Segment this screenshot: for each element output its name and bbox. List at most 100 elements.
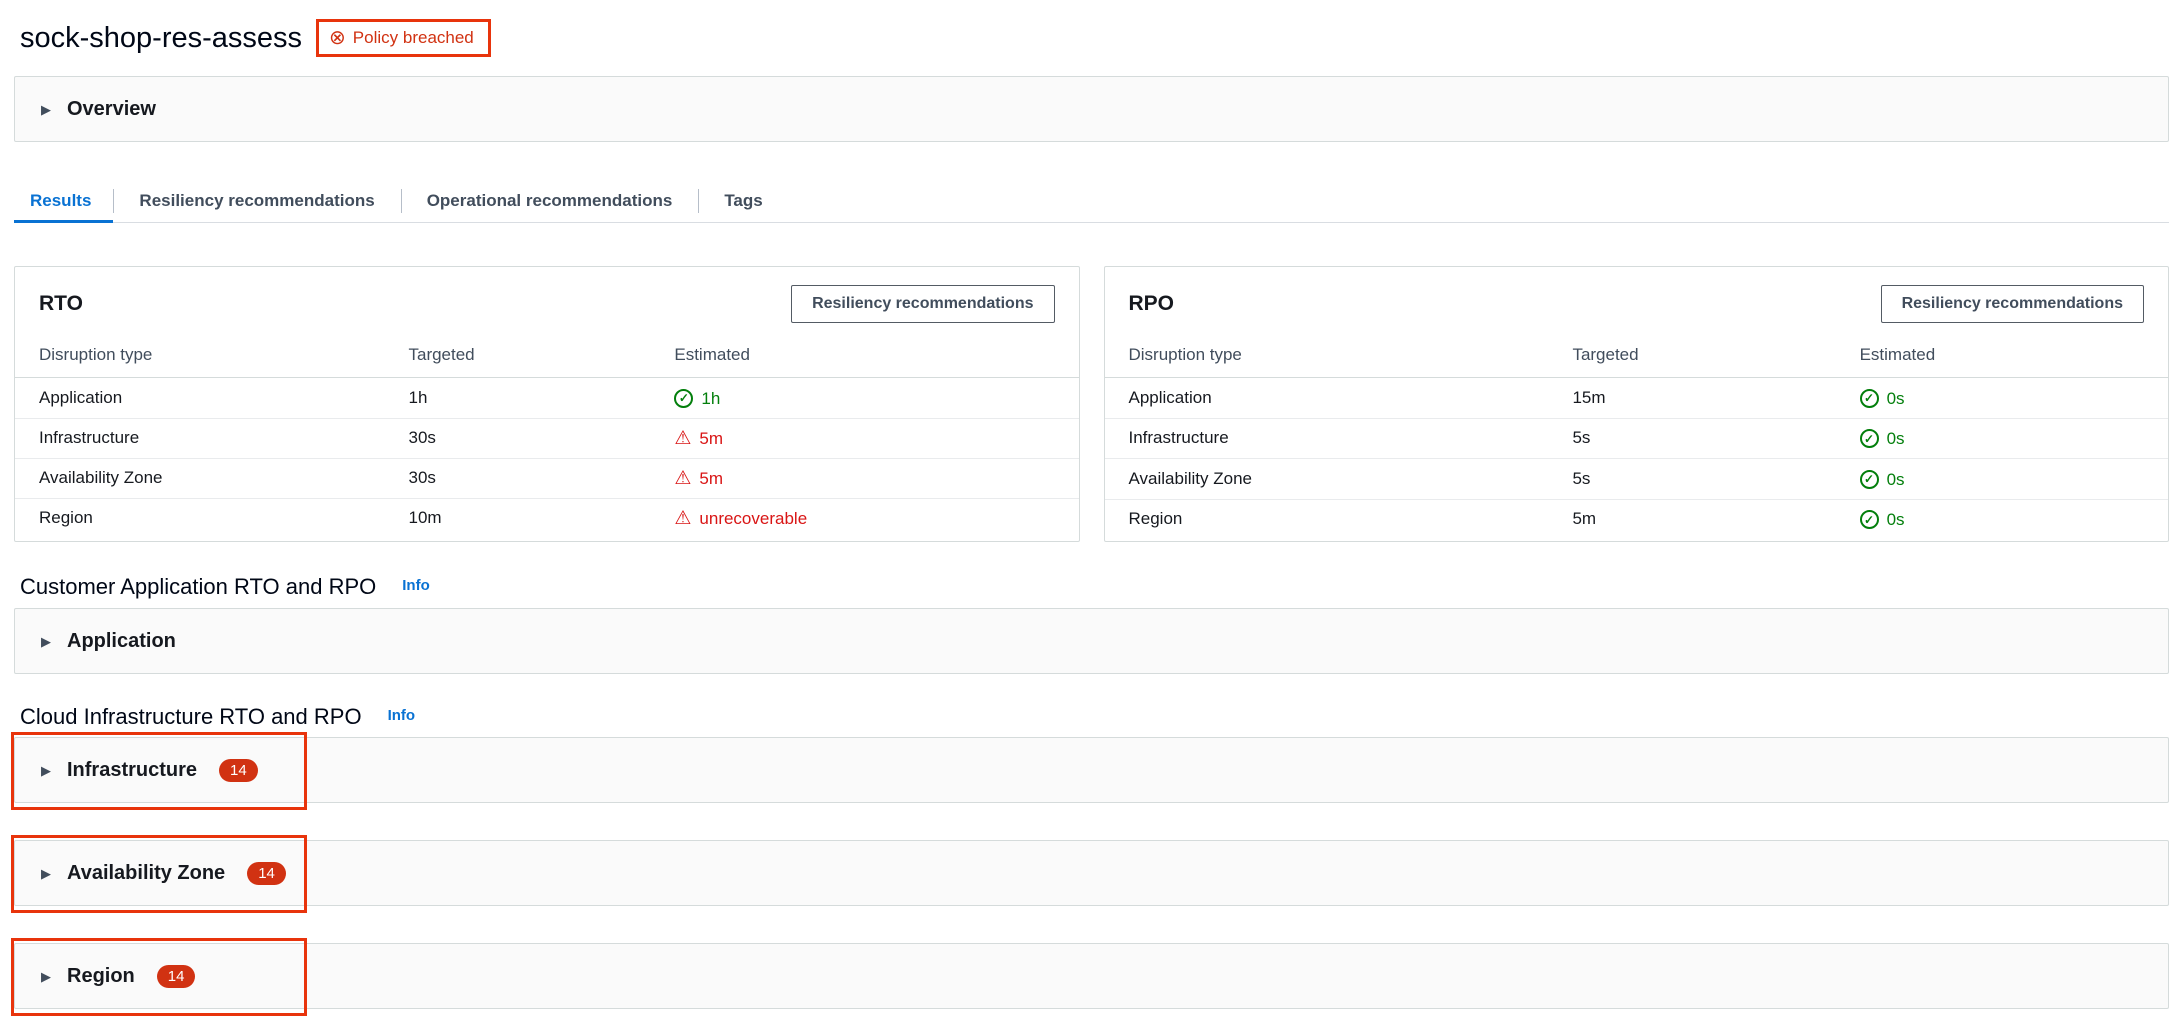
estimated-value: 5m xyxy=(699,468,724,488)
disruption-type-cell: Region xyxy=(1128,509,1183,529)
tabs-list: Results Resiliency recommendations Opera… xyxy=(14,182,2169,223)
rpo-card-header: RPO Resiliency recommendations xyxy=(1105,267,2169,335)
application-expandable-section[interactable]: ▶ Application xyxy=(14,608,2169,674)
warning-triangle-icon xyxy=(674,429,691,448)
success-check-icon xyxy=(1859,510,1879,529)
cloud-infrastructure-heading: Cloud Infrastructure RTO and RPO Info xyxy=(14,704,2169,730)
estimated-status: 0s xyxy=(1859,469,1905,490)
error-circle-icon: ⊗ xyxy=(329,27,346,49)
column-header-disruption-type: Disruption type xyxy=(1104,335,1573,378)
estimated-status: 5m xyxy=(674,428,723,449)
tab-tags[interactable]: Tags xyxy=(698,182,788,223)
customer-application-heading-text: Customer Application RTO and RPO xyxy=(20,574,377,599)
estimated-status: 0s xyxy=(1859,428,1905,449)
table-row: Application1h1h xyxy=(15,377,1079,419)
caret-right-icon: ▶ xyxy=(41,865,51,881)
tab-resiliency-recommendations[interactable]: Resiliency recommendations xyxy=(113,182,400,223)
targeted-cell: 30s xyxy=(408,458,675,499)
region-count-badge: 14 xyxy=(156,964,196,988)
availability-zone-expandable-section[interactable]: ▶ Availability Zone 14 xyxy=(11,835,2169,913)
column-header-targeted: Targeted xyxy=(408,335,675,378)
estimated-cell: 1h xyxy=(674,377,1079,419)
targeted-cell: 15m xyxy=(1572,377,1860,419)
rto-card-header: RTO Resiliency recommendations xyxy=(15,267,1079,335)
policy-breached-label: Policy breached xyxy=(352,28,474,47)
column-header-disruption-type: Disruption type xyxy=(15,335,409,378)
availability-zone-count-badge: 14 xyxy=(247,861,286,885)
rto-table-header-row: Disruption type Targeted Estimated xyxy=(15,335,1079,378)
tab-operational-recommendations[interactable]: Operational recommendations xyxy=(401,182,699,223)
disruption-type-cell: Infrastructure xyxy=(1104,418,1573,459)
rpo-resiliency-recommendations-button[interactable]: Resiliency recommendations xyxy=(1880,285,2144,323)
estimated-status: unrecoverable xyxy=(674,508,807,529)
warning-triangle-icon xyxy=(674,469,691,488)
success-check-icon xyxy=(1859,429,1879,448)
estimated-status: 0s xyxy=(1859,388,1905,409)
page-header: sock-shop-res-assess ⊗ Policy breached xyxy=(14,14,2169,62)
caret-right-icon: ▶ xyxy=(41,633,51,649)
tabs-bar: Results Resiliency recommendations Opera… xyxy=(14,182,2169,223)
disruption-type-cell: Availability Zone xyxy=(15,458,409,499)
rpo-table-header-row: Disruption type Targeted Estimated xyxy=(1104,335,2168,378)
estimated-status: 1h xyxy=(674,388,720,409)
disruption-type-cell: Application xyxy=(15,377,409,419)
caret-right-icon: ▶ xyxy=(41,101,51,117)
estimated-cell: 0s xyxy=(1859,377,2168,419)
estimated-value: 0s xyxy=(1886,429,1905,448)
cloud-infrastructure-info-link[interactable]: Info xyxy=(387,706,416,724)
rto-resiliency-recommendations-button[interactable]: Resiliency recommendations xyxy=(791,285,1055,323)
disruption-type-cell: Region xyxy=(39,508,93,527)
targeted-cell: 10m xyxy=(408,508,442,527)
estimated-value: unrecoverable xyxy=(699,508,808,528)
rpo-card: RPO Resiliency recommendations Disruptio… xyxy=(1103,266,2169,542)
rto-rpo-cards: RTO Resiliency recommendations Disruptio… xyxy=(14,266,2169,542)
estimated-cell: 5m xyxy=(674,418,1079,459)
disruption-type-cell: Infrastructure xyxy=(15,418,409,459)
column-header-estimated: Estimated xyxy=(674,335,1079,378)
estimated-cell: 5m xyxy=(674,458,1079,499)
infrastructure-count-badge: 14 xyxy=(219,758,258,782)
annotation-box-policy-breached: ⊗ Policy breached xyxy=(316,19,491,57)
targeted-cell: 1h xyxy=(408,377,675,419)
caret-right-icon: ▶ xyxy=(41,762,51,778)
overview-label: Overview xyxy=(67,98,156,120)
table-row: Region 10m unrecoverable xyxy=(15,498,1079,538)
success-check-icon xyxy=(674,388,694,408)
infrastructure-expandable-section[interactable]: ▶ Infrastructure 14 xyxy=(11,732,2169,810)
targeted-cell: 5s xyxy=(1572,418,1860,459)
estimated-cell: unrecoverable xyxy=(674,498,1078,538)
policy-breached-badge: ⊗ Policy breached xyxy=(329,28,474,48)
success-check-icon xyxy=(1859,469,1879,489)
customer-application-info-link[interactable]: Info xyxy=(402,576,430,594)
targeted-cell: 30s xyxy=(408,418,675,459)
region-expandable-section[interactable]: ▶ Region 14 xyxy=(11,938,2169,1016)
targeted-cell: 5m xyxy=(1572,509,1597,529)
estimated-value: 1h xyxy=(701,388,721,408)
tab-results[interactable]: Results xyxy=(14,182,114,223)
cloud-infrastructure-heading-text: Cloud Infrastructure RTO and RPO xyxy=(20,704,362,729)
estimated-cell: 0s xyxy=(1859,458,2168,500)
table-row: Region 5m 0s xyxy=(1105,499,2169,539)
column-header-targeted: Targeted xyxy=(1572,335,1860,378)
application-label: Application xyxy=(67,630,176,652)
success-check-icon xyxy=(1859,388,1879,408)
estimated-value: 0s xyxy=(1886,388,1905,408)
overview-expandable-section[interactable]: ▶ Overview xyxy=(14,76,2169,142)
availability-zone-label: Availability Zone xyxy=(67,862,226,884)
infrastructure-label: Infrastructure xyxy=(67,759,198,781)
targeted-cell: 5s xyxy=(1572,458,1860,500)
column-header-estimated: Estimated xyxy=(1859,335,2168,378)
estimated-value: 0s xyxy=(1886,510,1905,529)
estimated-cell: 0s xyxy=(1859,418,2168,459)
rpo-card-title: RPO xyxy=(1128,292,1175,315)
caret-right-icon: ▶ xyxy=(41,968,51,984)
disruption-type-cell: Application xyxy=(1104,377,1573,419)
rpo-table: Disruption type Targeted Estimated Appli… xyxy=(1104,335,2169,539)
disruption-type-cell: Availability Zone xyxy=(1104,458,1573,500)
estimated-status: 5m xyxy=(674,468,723,489)
region-label: Region xyxy=(67,965,135,987)
